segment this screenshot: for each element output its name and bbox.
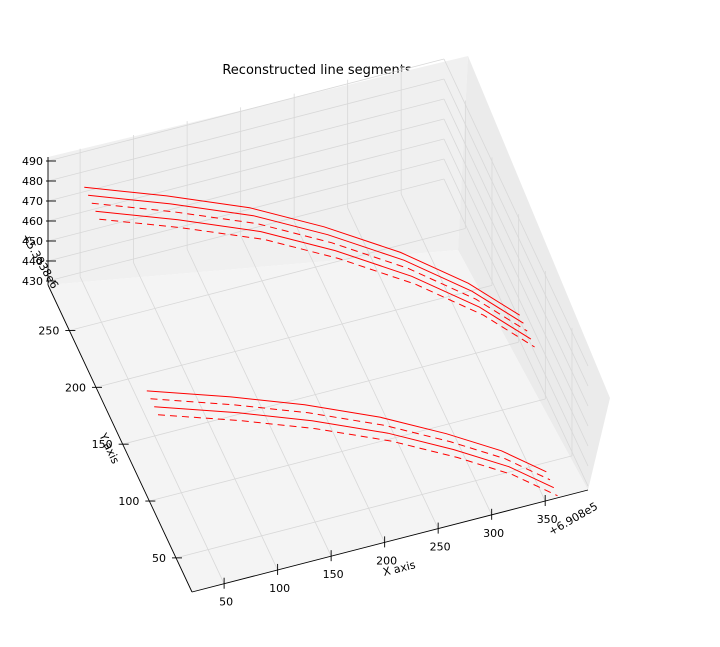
y-tick-label: 100 xyxy=(118,495,139,508)
series-line-4 xyxy=(95,210,532,340)
x-tick-label: 350 xyxy=(537,513,558,526)
grid-line-x xyxy=(79,276,225,584)
grid-line-x xyxy=(293,221,439,529)
z-tick-label: 480 xyxy=(22,175,43,188)
grid-line-z xyxy=(443,98,589,407)
x-tick-label: 150 xyxy=(323,568,344,581)
grid-line-z xyxy=(443,178,589,487)
series-line-2 xyxy=(88,194,524,324)
x-tick-label: 50 xyxy=(219,596,233,609)
x-axis-line xyxy=(191,489,589,593)
grid-line-z xyxy=(47,158,445,262)
axis-ticks: 50 100 150 200 250 300 350 50 100 150 200 250 430 440… xyxy=(22,155,558,609)
y-tick-label: 250 xyxy=(38,324,59,337)
grid-line-z xyxy=(443,138,589,447)
grid-line-z xyxy=(47,58,445,162)
series-line-3 xyxy=(91,202,528,332)
grid-line-z xyxy=(47,98,445,202)
y-tick-label: 200 xyxy=(65,381,86,394)
grid-line-y xyxy=(122,341,519,445)
x-tick-label: 200 xyxy=(376,554,397,567)
grid-line-z xyxy=(443,58,589,367)
x-tick-label: 250 xyxy=(430,541,451,554)
grid-line-y xyxy=(149,398,546,502)
z-tick-label: 490 xyxy=(22,155,43,168)
x-tick-label: 100 xyxy=(269,582,290,595)
z-tick-label: 460 xyxy=(22,215,43,228)
floor-pane xyxy=(48,250,588,592)
grid-line-y xyxy=(69,228,466,331)
series-lines xyxy=(84,186,558,497)
series-line-5 xyxy=(99,218,535,348)
grid-line-z xyxy=(47,178,445,282)
grid-line-x xyxy=(347,207,493,515)
grid-line-x xyxy=(133,262,278,571)
grid-line-z xyxy=(47,118,445,222)
y-axis-line xyxy=(47,284,193,593)
grid-line-z xyxy=(443,78,589,387)
series-line-1 xyxy=(84,186,520,316)
chart-title: Reconstructed line segments xyxy=(222,63,411,78)
grid-line-z xyxy=(47,78,445,182)
grid-line-z xyxy=(47,138,445,242)
z-tick-label: 430 xyxy=(22,275,43,288)
grid-line-x xyxy=(400,193,546,502)
x-tick-label: 300 xyxy=(483,527,504,540)
grid-line-y xyxy=(95,284,493,388)
series-line-9 xyxy=(157,414,558,497)
y-tick-label: 150 xyxy=(92,438,113,451)
grid-line-z xyxy=(443,118,589,427)
z-tick-label: 440 xyxy=(22,255,43,268)
z-tick-label: 470 xyxy=(22,195,43,208)
back-pane xyxy=(48,56,468,285)
grid-line-x xyxy=(186,248,332,557)
series-line-8 xyxy=(154,406,555,489)
series-line-7 xyxy=(150,398,551,481)
y-tick-label: 50 xyxy=(152,552,166,565)
series-line-6 xyxy=(146,390,547,473)
z-tick-label: 450 xyxy=(22,235,43,248)
grid-line-x xyxy=(240,235,386,543)
